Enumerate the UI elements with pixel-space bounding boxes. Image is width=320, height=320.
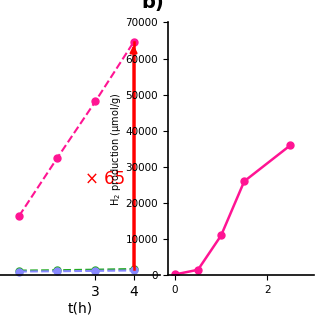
Text: × 65: × 65 [85, 170, 125, 188]
Text: b): b) [142, 0, 164, 12]
Y-axis label: H$_2$ production (μmol/g): H$_2$ production (μmol/g) [109, 92, 123, 205]
X-axis label: t(h): t(h) [68, 302, 93, 316]
